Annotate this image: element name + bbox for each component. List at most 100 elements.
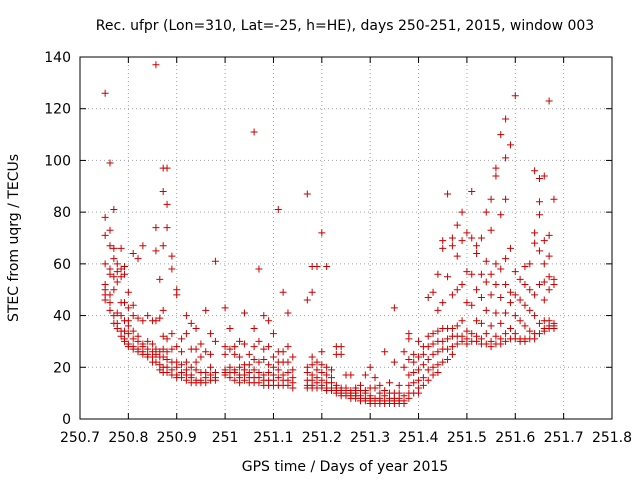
data-point [545, 273, 553, 281]
data-point [269, 353, 277, 361]
data-point [405, 356, 413, 364]
data-point [468, 234, 476, 242]
data-point [531, 335, 539, 343]
data-point [453, 252, 461, 260]
data-point [434, 361, 442, 369]
data-point [444, 356, 452, 364]
data-point [444, 345, 452, 353]
data-point [236, 363, 244, 371]
data-point [250, 356, 258, 364]
data-point [202, 348, 210, 356]
data-point [415, 376, 423, 384]
data-point [458, 337, 466, 345]
data-point [371, 384, 379, 392]
data-point [487, 291, 495, 299]
data-point [497, 131, 505, 139]
data-point [540, 172, 548, 180]
data-point [545, 231, 553, 239]
data-point [113, 278, 121, 286]
data-point [439, 337, 447, 345]
data-point [390, 358, 398, 366]
data-point [347, 371, 355, 379]
data-point [152, 358, 160, 366]
x-tick-label: 251 [212, 430, 239, 446]
data-point [303, 368, 311, 376]
data-point [400, 348, 408, 356]
data-point [139, 242, 147, 250]
data-point [178, 374, 186, 382]
data-point [535, 281, 543, 289]
data-point [106, 299, 114, 307]
data-point [521, 281, 529, 289]
data-point [448, 242, 456, 250]
data-point [463, 229, 471, 237]
data-point [487, 270, 495, 278]
data-point [405, 394, 413, 402]
data-point [279, 288, 287, 296]
data-point [506, 325, 514, 332]
data-point [468, 270, 476, 278]
x-tick-label: 251.7 [544, 430, 584, 446]
data-point [492, 309, 500, 317]
data-point [163, 356, 171, 364]
data-point [424, 332, 432, 340]
data-point [265, 317, 273, 325]
data-point [274, 374, 282, 382]
data-point [221, 304, 229, 312]
data-point [156, 275, 164, 283]
data-point [429, 371, 437, 379]
data-point [463, 340, 471, 348]
data-point [497, 293, 505, 301]
data-point [255, 337, 263, 345]
data-point [327, 366, 335, 374]
data-point [113, 309, 121, 317]
data-point [390, 304, 398, 312]
data-point [531, 239, 539, 247]
data-point [202, 306, 210, 314]
data-point [156, 314, 164, 322]
data-point [521, 337, 529, 345]
data-point [221, 371, 229, 379]
data-point [245, 350, 253, 358]
data-point [152, 224, 160, 232]
data-point [444, 273, 452, 281]
data-point [419, 374, 427, 382]
data-point [405, 335, 413, 343]
data-point [453, 340, 461, 348]
data-point [173, 363, 181, 371]
data-point [477, 234, 485, 242]
data-point [463, 327, 471, 335]
data-point [159, 332, 167, 340]
x-tick-label: 250.9 [157, 430, 197, 446]
data-points [101, 61, 558, 407]
data-point [545, 252, 553, 260]
data-point [415, 389, 423, 397]
data-point [129, 335, 137, 343]
x-tick-label: 251.3 [350, 430, 390, 446]
data-point [106, 306, 114, 314]
data-point [231, 368, 239, 376]
data-point [410, 358, 418, 366]
data-point [318, 348, 326, 356]
y-tick-labels: 0 20 40 60 80 100 120 140 [44, 50, 71, 428]
data-point [550, 325, 558, 332]
data-point [535, 247, 543, 255]
data-point [240, 309, 248, 317]
data-point [173, 343, 181, 351]
data-point [463, 268, 471, 276]
data-point [492, 172, 500, 180]
data-point [101, 89, 109, 97]
data-point [550, 281, 558, 289]
data-point [163, 335, 171, 343]
data-point [269, 330, 277, 338]
data-point [429, 288, 437, 296]
data-point [477, 319, 485, 327]
data-point [376, 381, 384, 389]
data-point [477, 293, 485, 301]
data-point [448, 234, 456, 242]
data-point [182, 330, 190, 338]
y-tick-label: 100 [44, 153, 71, 169]
data-point [129, 312, 137, 320]
data-point [424, 293, 432, 301]
data-point [424, 366, 432, 374]
